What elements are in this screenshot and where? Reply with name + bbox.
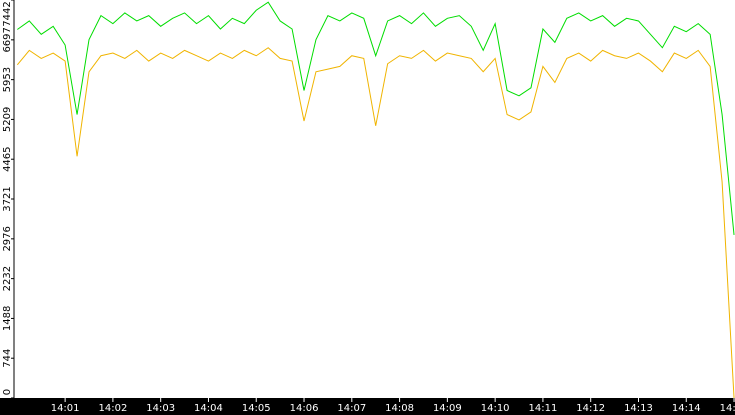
x-tick-label: 14:06 (290, 403, 319, 414)
x-tick-label: 14:01 (51, 403, 80, 414)
y-tick-label: 7442 (2, 1, 13, 26)
x-tick-label: 14:14 (672, 403, 701, 414)
x-tick-label: 14:10 (481, 403, 510, 414)
x-tick-label: 14:13 (624, 403, 653, 414)
y-tick-label: 4465 (2, 146, 13, 171)
x-tick-label: 14:02 (98, 403, 127, 414)
y-tick-label: 2976 (2, 226, 13, 251)
x-tick-label: 14:04 (194, 403, 223, 414)
y-tick-label: 6697 (2, 27, 13, 52)
y-tick-label: 3721 (2, 186, 13, 211)
y-tick-label: 5209 (2, 107, 13, 132)
series-line (17, 1, 735, 235)
x-tick-label: 14:07 (337, 403, 366, 414)
x-tick-label: 14:05 (242, 403, 271, 414)
y-tick-label: 5953 (2, 67, 13, 92)
x-axis-band (0, 398, 735, 415)
y-tick-label: 0 (2, 389, 13, 395)
x-tick-label: 14:03 (146, 403, 175, 414)
y-tick-label: 1488 (2, 306, 13, 331)
x-tick-label: 14:12 (576, 403, 605, 414)
y-tick-label: 744 (2, 349, 13, 368)
x-tick-label: 14:08 (385, 403, 414, 414)
x-tick-label: 14:11 (529, 403, 558, 414)
x-tick-label: 14:15 (720, 403, 735, 414)
series-line (16, 47, 735, 399)
x-tick-label: 14:09 (433, 403, 462, 414)
y-tick-label: 2232 (2, 266, 13, 291)
